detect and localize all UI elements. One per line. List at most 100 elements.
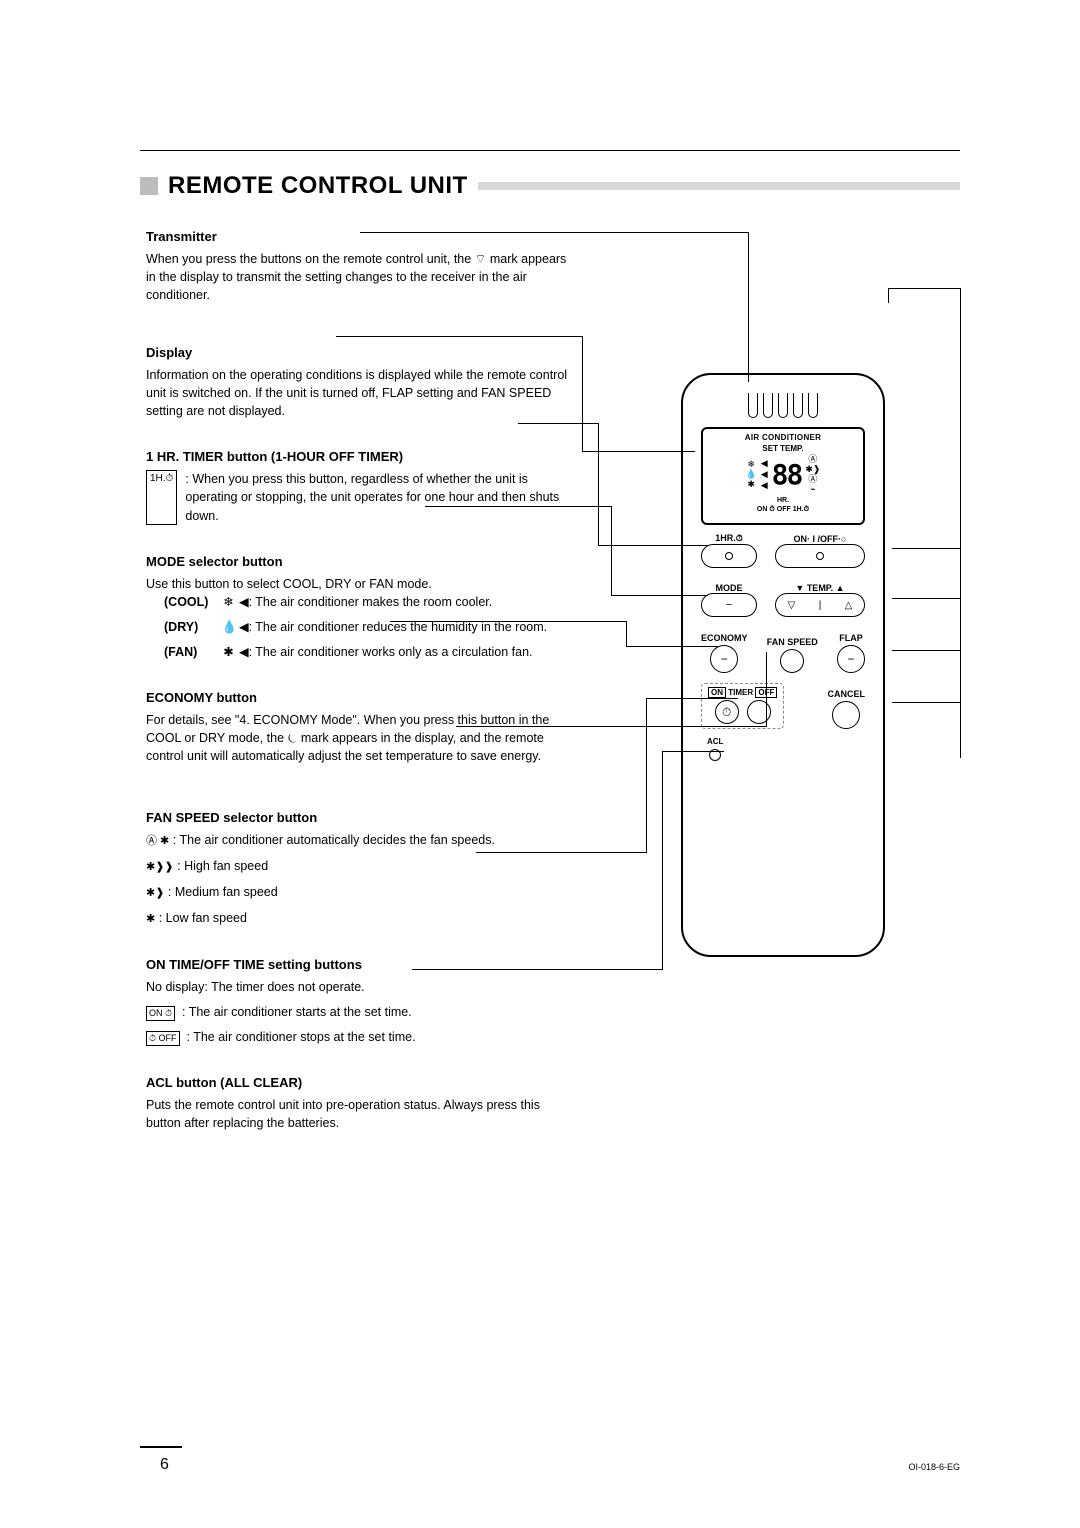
fanspeed-heading: FAN SPEED selector button: [146, 809, 576, 828]
callout-line: [582, 336, 583, 451]
btn-timer-off[interactable]: [747, 700, 771, 724]
fan-high-icon: ✱❱❱: [146, 860, 174, 876]
economy-heading: ECONOMY button: [146, 689, 576, 708]
callout-line: [598, 423, 599, 545]
mode-fan-label: (FAN): [164, 643, 218, 661]
screen-temp: 88: [772, 461, 802, 489]
callout-line: [476, 852, 646, 853]
section-header: REMOTE CONTROL UNIT: [140, 172, 960, 200]
callout-line: [960, 288, 961, 758]
on-timer-icon: ON ⏱: [146, 1006, 175, 1021]
btn-flap[interactable]: −: [837, 645, 865, 673]
btn-cancel[interactable]: [832, 701, 860, 729]
callout-line: [892, 598, 960, 599]
mode-cool-text: The air conditioner makes the room coole…: [255, 595, 492, 609]
temp-up-icon[interactable]: △: [845, 600, 853, 611]
callout-line: [611, 506, 612, 595]
screen-right-icons: Ⓐ✱❱Ⓐ⌁: [805, 455, 820, 495]
fan-low-text: Low fan speed: [166, 911, 247, 925]
callout-line: [425, 506, 611, 507]
callout-line: [892, 702, 960, 703]
callout-line: [412, 969, 662, 970]
callout-line: [611, 595, 708, 596]
callout-line: [626, 621, 627, 646]
callout-line: [766, 652, 767, 727]
mode-dry-label: (DRY): [164, 618, 218, 636]
mode-cool-label: (COOL): [164, 593, 218, 611]
btn-economy-label: ECONOMY: [701, 633, 748, 643]
callout-line: [662, 751, 663, 970]
callout-line: [518, 423, 598, 424]
timer-label: TIMER: [728, 688, 753, 697]
fan-high-text: High fan speed: [184, 859, 268, 873]
screen-sub: SET TEMP.: [709, 444, 857, 453]
acl-block: ACL button (ALL CLEAR) Puts the remote c…: [146, 1074, 576, 1132]
acl-label: ACL: [707, 737, 723, 746]
callout-line: [646, 698, 647, 853]
acl-body: Puts the remote control unit into pre-op…: [146, 1096, 576, 1132]
ontime-off-text: The air conditioner stops at the set tim…: [193, 1030, 415, 1044]
fan-med-icon: ✱❱: [146, 886, 164, 902]
timer-group: ON TIMER OFF ⏱: [701, 683, 784, 729]
timer1h-icon: 1H.⏱: [146, 470, 177, 524]
economy-block: ECONOMY button For details, see "4. ECON…: [146, 689, 576, 765]
fan-med-text: Medium fan speed: [175, 885, 278, 899]
btn-cancel-label: CANCEL: [828, 689, 866, 699]
screen-left-icons: ❄💧✱: [746, 460, 757, 490]
callout-line: [888, 288, 889, 303]
btn-fanspeed[interactable]: [780, 649, 804, 673]
btn-mode[interactable]: −: [701, 593, 757, 617]
ontime-nodisplay: No display: The timer does not operate.: [146, 978, 576, 996]
btn-economy[interactable]: −: [710, 645, 738, 673]
timer1h-block: 1 HR. TIMER button (1-HOUR OFF TIMER) 1H…: [146, 448, 576, 524]
callout-line: [456, 726, 766, 727]
callout-line: [892, 548, 960, 549]
callout-line: [390, 621, 626, 622]
ontime-on-text: The air conditioner starts at the set ti…: [189, 1005, 412, 1019]
btn-1hr[interactable]: [701, 544, 757, 568]
snowflake-icon: ❄: [221, 593, 235, 611]
off-timer-icon: ⏱ OFF: [146, 1031, 180, 1046]
economy-body: For details, see "4. ECONOMY Mode". When…: [146, 711, 576, 765]
droplet-icon: 💧: [221, 618, 235, 636]
mode-intro: Use this button to select COOL, DRY or F…: [146, 575, 576, 593]
timer1h-heading: 1 HR. TIMER button (1-HOUR OFF TIMER): [146, 448, 576, 467]
remote-illustration: AIR CONDITIONER SET TEMP. ❄💧✱ ◀◀◀ 88 Ⓐ✱❱…: [681, 373, 885, 957]
btn-mode-label: MODE: [701, 583, 757, 593]
display-block: Display Information on the operating con…: [146, 344, 576, 420]
btn-flap-label: FLAP: [837, 633, 865, 643]
mode-heading: MODE selector button: [146, 553, 576, 572]
transmitter-block: Transmitter When you press the buttons o…: [146, 228, 576, 304]
timer1h-body: When you press this button, regardless o…: [185, 472, 559, 522]
acl-heading: ACL button (ALL CLEAR): [146, 1074, 576, 1093]
fan-low-icon: ✱: [146, 912, 155, 928]
callout-line: [598, 545, 708, 546]
section-rule: [478, 182, 960, 190]
display-heading: Display: [146, 344, 576, 363]
mode-fan-text: The air conditioner works only as a circ…: [255, 645, 532, 659]
mode-block: MODE selector button Use this button to …: [146, 553, 576, 661]
timer-on-label: ON: [708, 687, 726, 698]
section-title: REMOTE CONTROL UNIT: [168, 172, 468, 200]
fan-auto-icon: Ⓐ ✱: [146, 834, 169, 850]
callout-line: [626, 646, 718, 647]
callout-line: [748, 232, 749, 382]
btn-temp-label: ▼ TEMP. ▲: [775, 583, 865, 593]
transmitter-body: When you press the buttons on the remote…: [146, 250, 576, 304]
btn-temp[interactable]: ▽|△: [775, 593, 865, 617]
fan-auto-text: The air conditioner automatically decide…: [179, 833, 494, 847]
callout-line: [360, 232, 748, 233]
fanspeed-block: FAN SPEED selector button Ⓐ ✱ : The air …: [146, 809, 576, 928]
label-column: Transmitter When you press the buttons o…: [146, 228, 576, 1160]
screen-title: AIR CONDITIONER: [709, 433, 857, 442]
btn-onoff[interactable]: [775, 544, 865, 568]
fan-icon: ✱: [221, 643, 235, 661]
page-number: 6: [160, 1456, 169, 1474]
ontime-heading: ON TIME/OFF TIME setting buttons: [146, 956, 576, 975]
transmitter-heading: Transmitter: [146, 228, 576, 247]
document-id: OI-018-6-EG: [908, 1462, 960, 1472]
callout-line: [646, 698, 738, 699]
temp-down-icon[interactable]: ▽: [788, 600, 796, 611]
btn-timer-on[interactable]: ⏱: [715, 700, 739, 724]
screen-hr: HR.: [777, 497, 789, 504]
